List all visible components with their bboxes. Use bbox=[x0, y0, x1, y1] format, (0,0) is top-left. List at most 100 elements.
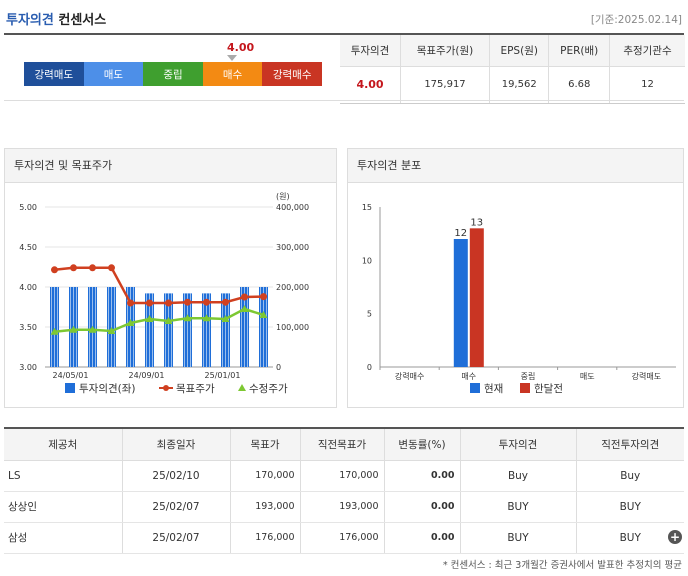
x-tick: 강력매수 bbox=[395, 371, 424, 381]
provider: 삼성 bbox=[4, 522, 122, 554]
prev-opinion: Buy bbox=[575, 460, 684, 492]
x-tick: 강력매도 bbox=[632, 371, 661, 381]
adjusted-point bbox=[126, 319, 135, 326]
target: 193,000 bbox=[229, 491, 300, 523]
val-target-price: 175,917 bbox=[400, 66, 490, 104]
y-right-tick: 100,000 bbox=[276, 323, 309, 332]
legend-label: 한달전 bbox=[534, 383, 563, 395]
scale-strong-sell: 강력매도 bbox=[24, 62, 84, 86]
title-main: 투자의견 bbox=[6, 13, 54, 28]
opinion: BUY bbox=[459, 522, 576, 554]
adjusted-point bbox=[240, 305, 249, 312]
table-row: LS 25/02/10 170,000 170,000 0.00 Buy Buy bbox=[4, 460, 684, 492]
target-point bbox=[222, 298, 229, 306]
y-left-tick: 4.50 bbox=[19, 243, 37, 252]
opinion-target-chart: (원) 5.00 400,000 4.50 300,000 4.00 200,000 3.50… bbox=[19, 192, 309, 395]
date: 25/02/07 bbox=[121, 491, 230, 523]
chart1-title: 투자의견 및 목표주가 bbox=[5, 149, 336, 183]
scale-strong-buy: 강력매수 bbox=[262, 62, 322, 86]
y-tick: 10 bbox=[362, 256, 372, 265]
target-point bbox=[184, 298, 191, 306]
legend-label: 수정주가 bbox=[249, 383, 288, 395]
adjusted-point bbox=[164, 317, 173, 324]
legend-swatch bbox=[238, 384, 246, 391]
adjusted-point bbox=[259, 311, 268, 318]
col-target: 목표가 bbox=[229, 427, 300, 461]
col-prev-target: 직전목표가 bbox=[299, 427, 384, 461]
col-per: PER(배) bbox=[548, 35, 610, 67]
provider: LS bbox=[4, 460, 122, 492]
y-right-tick: 0 bbox=[276, 363, 281, 372]
y-left-tick: 3.50 bbox=[19, 323, 37, 332]
legend-swatch bbox=[65, 383, 75, 393]
col-date: 최종일자 bbox=[121, 427, 230, 461]
divider bbox=[4, 33, 684, 35]
current-score: 4.00 bbox=[227, 41, 255, 54]
target-point bbox=[241, 293, 248, 301]
x-tick: 매수 bbox=[461, 372, 476, 381]
y-right-tick: 300,000 bbox=[276, 243, 309, 252]
opinion: Buy bbox=[459, 460, 576, 492]
chart2-title: 투자의견 분포 bbox=[348, 149, 683, 183]
adjusted-point bbox=[145, 315, 154, 322]
distribution-bar bbox=[469, 228, 484, 367]
col-estimators: 추정기관수 bbox=[608, 35, 685, 67]
val-per: 6.68 bbox=[548, 66, 610, 104]
x-tick: 25/01/01 bbox=[205, 371, 241, 380]
target-point bbox=[127, 299, 134, 307]
x-tick: 24/05/01 bbox=[53, 371, 89, 380]
adjusted-point bbox=[50, 327, 59, 335]
adjusted-point bbox=[202, 314, 211, 322]
prev-target: 170,000 bbox=[299, 460, 384, 492]
scale-sell: 매도 bbox=[83, 62, 144, 86]
legend-swatch bbox=[163, 385, 169, 391]
y-tick: 0 bbox=[367, 363, 372, 372]
section-title: 투자의견 컨센서스 bbox=[6, 9, 106, 28]
expand-more-icon[interactable]: + bbox=[668, 530, 682, 544]
consensus-summary-table: 투자의견 목표주가(원) EPS(원) PER(배) 추정기관수 4.00 17… bbox=[340, 35, 685, 104]
y-left-tick: 4.00 bbox=[19, 283, 37, 292]
opinion: BUY bbox=[459, 491, 576, 523]
col-prev-opinion: 직전투자의견 bbox=[575, 427, 684, 461]
adjusted-point bbox=[107, 327, 116, 334]
x-tick: 24/09/01 bbox=[129, 371, 165, 380]
target-point bbox=[51, 266, 58, 274]
score-scale: 강력매도 매도 중립 매수 강력매수 bbox=[24, 62, 322, 86]
score-marker-icon bbox=[227, 55, 237, 61]
prev-target: 193,000 bbox=[299, 491, 384, 523]
date: 25/02/07 bbox=[121, 522, 230, 554]
change: 0.00 bbox=[383, 491, 460, 523]
prev-opinion: BUY bbox=[575, 522, 684, 554]
val-eps: 19,562 bbox=[488, 66, 549, 104]
title-sub: 컨센서스 bbox=[58, 13, 107, 28]
change: 0.00 bbox=[383, 460, 460, 492]
legend-label: 목표주가 bbox=[176, 383, 215, 395]
y-left-tick: 5.00 bbox=[19, 203, 37, 212]
target: 176,000 bbox=[229, 522, 300, 554]
right-axis-unit: (원) bbox=[276, 192, 290, 201]
target-point bbox=[89, 264, 96, 272]
scale-neutral: 중립 bbox=[143, 62, 203, 86]
target-point bbox=[203, 298, 210, 306]
col-opinion: 투자의견 bbox=[340, 35, 401, 67]
y-right-tick: 400,000 bbox=[276, 203, 309, 212]
change: 0.00 bbox=[383, 522, 460, 554]
legend-label: 투자의견(좌) bbox=[79, 383, 136, 395]
target: 170,000 bbox=[229, 460, 300, 492]
date: 25/02/10 bbox=[121, 460, 230, 492]
y-tick: 15 bbox=[362, 203, 372, 212]
adjusted-point bbox=[69, 325, 78, 333]
table-row: 상상인 25/02/07 193,000 193,000 0.00 BUY BU… bbox=[4, 491, 684, 523]
broker-estimates-table: 제공처 최종일자 목표가 직전목표가 변동률(%) 투자의견 직전투자의견 LS… bbox=[4, 427, 684, 554]
line-adjusted bbox=[54, 307, 264, 334]
x-tick: 중립 bbox=[521, 372, 536, 381]
y-left-tick: 3.00 bbox=[19, 363, 37, 372]
target-point bbox=[70, 264, 77, 272]
opinion-distribution-chart-panel: 투자의견 분포 15 10 5 0 강력매수 매수 12 13 중립 매도 강력매도 현재 한달전 bbox=[347, 148, 684, 408]
base-date: [기준:2025.02.14] bbox=[590, 14, 682, 26]
x-tick: 매도 bbox=[580, 372, 595, 381]
adjusted-point bbox=[183, 314, 192, 322]
val-estimators: 12 bbox=[608, 66, 685, 104]
opinion-target-chart-panel: 투자의견 및 목표주가 (원) 5.00 400,000 4.50 300,000 4.0… bbox=[4, 148, 337, 408]
